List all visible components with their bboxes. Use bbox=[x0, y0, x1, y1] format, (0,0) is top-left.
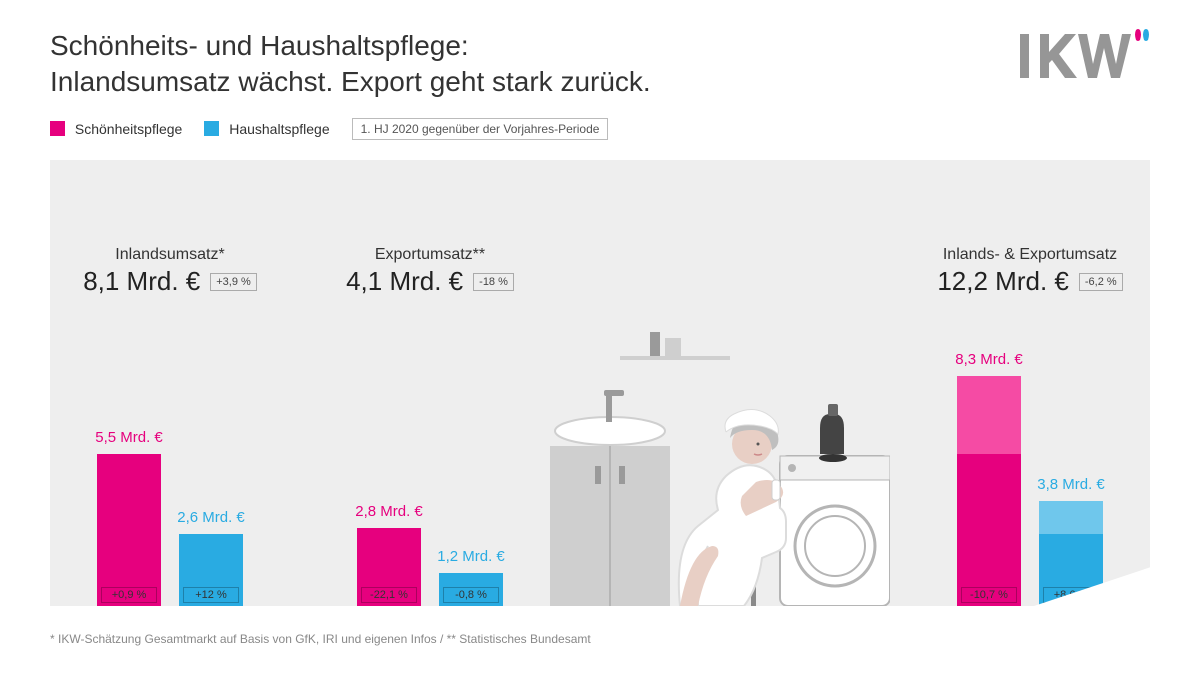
group-label: Inlandsumsatz* bbox=[60, 246, 280, 264]
group-value: 12,2 Mrd. € bbox=[937, 266, 1069, 297]
group-header: Inlandsumsatz* 8,1 Mrd. € +3,9 % bbox=[60, 246, 280, 297]
bar-change-badge: +8,6 % bbox=[1043, 587, 1099, 603]
legend-item-2: Haushaltspflege bbox=[204, 121, 329, 137]
bar-value-label: 2,8 Mrd. € bbox=[319, 503, 459, 520]
bar-segment bbox=[97, 454, 161, 606]
title-line-1: Schönheits- und Haushaltspflege: bbox=[50, 30, 469, 61]
legend-label-2: Haushaltspflege bbox=[229, 121, 329, 137]
chart-area: Inlandsumsatz* 8,1 Mrd. € +3,9 % 5,5 Mrd. €… bbox=[50, 160, 1150, 606]
bar-wrap: 3,8 Mrd. €+8,6 % bbox=[1039, 336, 1103, 606]
bar-wrap: 8,3 Mrd. €-10,7 % bbox=[957, 336, 1021, 606]
bars: 8,3 Mrd. €-10,7 %3,8 Mrd. €+8,6 % bbox=[920, 336, 1140, 606]
group-export: Exportumsatz**4,1 Mrd. €-18 %2,8 Mrd. €-… bbox=[320, 246, 540, 606]
legend-item-1: Schönheitspflege bbox=[50, 121, 182, 137]
group-value-row: 12,2 Mrd. € -6,2 % bbox=[920, 266, 1140, 297]
bar: +8,6 % bbox=[1039, 501, 1103, 606]
group-change-badge: -18 % bbox=[473, 273, 514, 291]
bar-value-label: 1,2 Mrd. € bbox=[401, 548, 541, 565]
bar-segment bbox=[1039, 501, 1103, 534]
group-header: Exportumsatz** 4,1 Mrd. € -18 % bbox=[320, 246, 540, 297]
footnote: * IKW-Schätzung Gesamtmarkt auf Basis vo… bbox=[50, 632, 591, 646]
group-label: Exportumsatz** bbox=[320, 246, 540, 264]
legend-swatch-cyan bbox=[204, 121, 219, 136]
bar-value-label: 8,3 Mrd. € bbox=[919, 351, 1059, 368]
legend: Schönheitspflege Haushaltspflege 1. HJ 2… bbox=[50, 118, 608, 140]
page-title: Schönheits- und Haushaltspflege: Inlands… bbox=[50, 28, 1150, 101]
group-label: Inlands- & Exportumsatz bbox=[920, 246, 1140, 264]
bar-change-badge: -22,1 % bbox=[361, 587, 417, 603]
group-value-row: 4,1 Mrd. € -18 % bbox=[320, 266, 540, 297]
group-value-row: 8,1 Mrd. € +3,9 % bbox=[60, 266, 280, 297]
bathroom-illustration bbox=[530, 286, 890, 606]
group-change-badge: +3,9 % bbox=[210, 273, 257, 291]
group-value: 8,1 Mrd. € bbox=[83, 266, 200, 297]
legend-period-note: 1. HJ 2020 gegenüber der Vorjahres-Perio… bbox=[352, 118, 609, 140]
bar-change-badge: -10,7 % bbox=[961, 587, 1017, 603]
legend-label-1: Schönheitspflege bbox=[75, 121, 182, 137]
bar-segment bbox=[957, 376, 1021, 454]
bar: -22,1 % bbox=[357, 528, 421, 606]
header: Schönheits- und Haushaltspflege: Inlands… bbox=[50, 28, 1150, 101]
bar: +0,9 % bbox=[97, 454, 161, 606]
group-change-badge: -6,2 % bbox=[1079, 273, 1123, 291]
bar-wrap: 2,6 Mrd. €+12 % bbox=[179, 336, 243, 606]
bar-wrap: 1,2 Mrd. €-0,8 % bbox=[439, 336, 503, 606]
legend-swatch-pink bbox=[50, 121, 65, 136]
title-line-2: Inlandsumsatz wächst. Export geht stark … bbox=[50, 66, 651, 97]
bars: 5,5 Mrd. €+0,9 %2,6 Mrd. €+12 % bbox=[60, 336, 280, 606]
group-total: Inlands- & Exportumsatz 12,2 Mrd. € -6,2 %… bbox=[920, 246, 1140, 606]
group-value: 4,1 Mrd. € bbox=[346, 266, 463, 297]
bar: -0,8 % bbox=[439, 573, 503, 606]
bar: +12 % bbox=[179, 534, 243, 606]
bar-change-badge: +0,9 % bbox=[101, 587, 157, 603]
bars: 2,8 Mrd. €-22,1 %1,2 Mrd. €-0,8 % bbox=[320, 336, 540, 606]
bar-wrap: 5,5 Mrd. €+0,9 % bbox=[97, 336, 161, 606]
page: Schönheits- und Haushaltspflege: Inlands… bbox=[0, 0, 1200, 676]
bar-change-badge: -0,8 % bbox=[443, 587, 499, 603]
group-inland: Inlandsumsatz* 8,1 Mrd. € +3,9 % 5,5 Mrd. €… bbox=[60, 246, 280, 606]
bar-value-label: 3,8 Mrd. € bbox=[1001, 476, 1141, 493]
group-header: Inlands- & Exportumsatz 12,2 Mrd. € -6,2 % bbox=[920, 246, 1140, 297]
bar-change-badge: +12 % bbox=[183, 587, 239, 603]
ikw-logo bbox=[1020, 28, 1150, 89]
bar-wrap: 2,8 Mrd. €-22,1 % bbox=[357, 336, 421, 606]
bar-segment bbox=[1039, 534, 1103, 606]
bar-value-label: 2,6 Mrd. € bbox=[141, 509, 281, 526]
bar-value-label: 5,5 Mrd. € bbox=[59, 429, 199, 446]
